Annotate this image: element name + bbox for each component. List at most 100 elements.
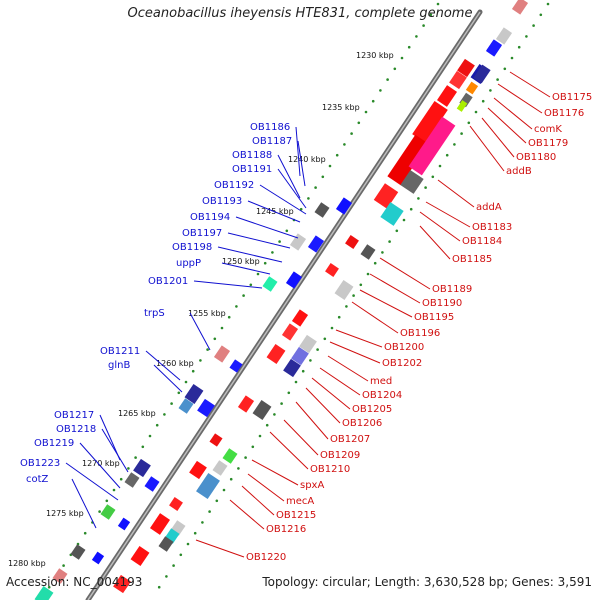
tick-dot xyxy=(177,391,181,395)
gene-label-left: OB1201 xyxy=(148,276,263,289)
tick-dot xyxy=(206,348,209,351)
gene-feature xyxy=(285,271,303,289)
tick-dot xyxy=(517,45,521,49)
tick-dot xyxy=(388,240,391,243)
svg-text:OB1209: OB1209 xyxy=(320,450,360,461)
gene-feature xyxy=(473,64,491,84)
tick-dot xyxy=(453,143,456,146)
gene-label-left: OB1191 xyxy=(232,164,307,209)
gene-label-right: OB1209 xyxy=(283,419,360,461)
gene-feature xyxy=(291,346,309,366)
tick-dot xyxy=(321,175,325,179)
gene-feature xyxy=(335,197,353,215)
tick-dot xyxy=(271,251,274,254)
gene-feature xyxy=(189,460,207,480)
tick-dot xyxy=(83,531,87,535)
gene-feature xyxy=(314,202,330,218)
page-title: Oceanobacillus iheyensis HTE831, complet… xyxy=(127,6,473,21)
tick-dot xyxy=(373,261,377,265)
svg-text:addA: addA xyxy=(476,202,502,213)
tick-dot xyxy=(330,326,334,330)
tick-dot xyxy=(386,78,389,81)
gene-feature xyxy=(229,359,243,373)
svg-text:addB: addB xyxy=(506,166,532,177)
tick-dot xyxy=(402,218,406,222)
svg-text:OB1200: OB1200 xyxy=(384,342,424,353)
svg-text:OB1183: OB1183 xyxy=(472,222,512,233)
svg-text:OB1201: OB1201 xyxy=(148,276,188,287)
tick-dot xyxy=(496,78,499,81)
gene-label-right: comK xyxy=(493,97,562,135)
gene-label-right: OB1220 xyxy=(195,539,286,563)
gene-feature xyxy=(178,398,194,414)
tick-dot xyxy=(285,229,289,233)
tick-dot xyxy=(489,89,492,92)
svg-text:OB1194: OB1194 xyxy=(190,212,230,223)
svg-text:OB1184: OB1184 xyxy=(462,236,502,247)
gene-label-right: OB1175 xyxy=(509,71,592,103)
svg-text:OB1187: OB1187 xyxy=(252,136,292,147)
gene-feature xyxy=(91,551,105,565)
tick-dot xyxy=(393,67,397,71)
tick-dot xyxy=(366,272,370,276)
tick-dot xyxy=(249,283,253,287)
gene-feature xyxy=(325,263,339,277)
svg-text:OB1211: OB1211 xyxy=(100,346,140,357)
kbp-tick-label: 1270 kbp xyxy=(82,459,120,468)
gene-label-left: trpS xyxy=(144,308,211,351)
gene-feature xyxy=(209,433,223,447)
gene-feature xyxy=(373,183,399,209)
gene-label-right: OB1196 xyxy=(351,301,440,339)
gene-feature xyxy=(408,116,456,176)
gene-feature xyxy=(34,586,54,600)
svg-text:OB1215: OB1215 xyxy=(276,510,316,521)
gene-label-right: spxA xyxy=(251,459,324,491)
gene-feature xyxy=(252,400,272,420)
tick-dot xyxy=(148,434,152,438)
tick-dot xyxy=(201,521,204,524)
gene-label-left: OB1194 xyxy=(190,212,299,239)
gene-label-left: OB1219 xyxy=(34,438,121,489)
gene-label-right: OB1195 xyxy=(359,289,454,323)
gene-label-left: OB1211 xyxy=(100,346,181,381)
gene-feature xyxy=(456,100,468,112)
tick-dot xyxy=(345,305,348,308)
gene-label-right: OB1200 xyxy=(335,329,424,353)
gene-feature xyxy=(283,358,301,378)
outer-tick-dots xyxy=(157,2,550,589)
gene-label-right: med xyxy=(327,355,392,387)
gene-feature xyxy=(457,58,475,78)
gene-label-right: OB1202 xyxy=(329,341,422,369)
svg-text:OB1219: OB1219 xyxy=(34,438,74,449)
tick-dot xyxy=(307,197,310,200)
tick-dot xyxy=(314,186,317,189)
gene-label-right: OB1179 xyxy=(487,107,568,149)
tick-dot xyxy=(467,121,471,125)
gene-feature xyxy=(213,345,231,363)
tick-dot xyxy=(141,445,145,449)
kbp-tick-label: 1275 kbp xyxy=(46,509,84,518)
svg-text:OB1207: OB1207 xyxy=(330,434,370,445)
tick-dot xyxy=(429,13,433,17)
tick-dot xyxy=(539,13,543,17)
tick-dot xyxy=(481,99,485,103)
gene-label-right: OB1180 xyxy=(481,117,556,163)
gene-feature xyxy=(100,504,116,520)
gene-label-right: OB1189 xyxy=(379,257,472,295)
tick-dot xyxy=(258,434,262,438)
gene-label-left: OB1193 xyxy=(202,196,301,223)
gene-feature xyxy=(266,344,286,364)
tick-dot xyxy=(242,294,245,297)
tick-dot xyxy=(299,207,303,211)
tick-dot xyxy=(278,240,281,243)
svg-text:mecA: mecA xyxy=(286,496,314,507)
tick-dot xyxy=(316,348,319,351)
tick-dot xyxy=(163,413,166,416)
gene-feature xyxy=(70,544,86,560)
tick-dot xyxy=(352,294,355,297)
tick-dot xyxy=(337,315,341,319)
gene-feature xyxy=(130,546,150,566)
tick-dot xyxy=(280,402,283,405)
gene-feature xyxy=(169,497,183,511)
